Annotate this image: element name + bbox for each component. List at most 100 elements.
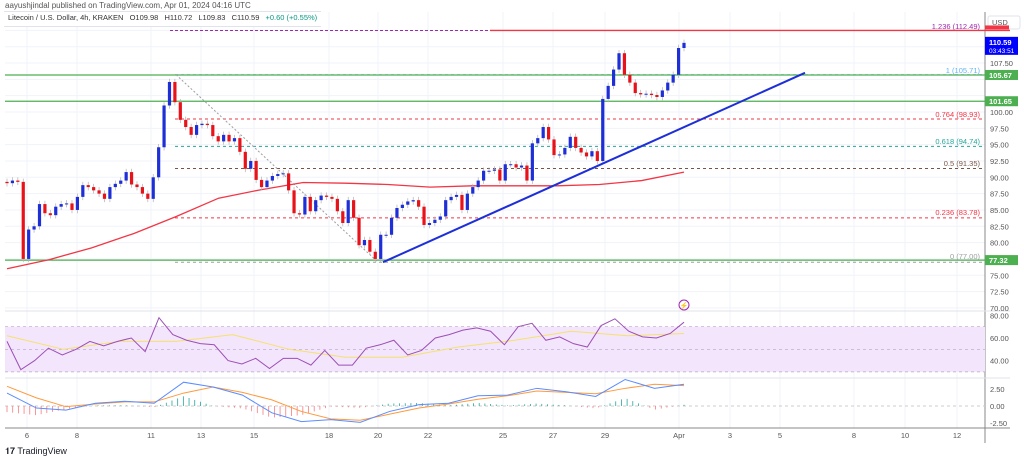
candle-up xyxy=(427,223,432,225)
rsi-tick: 60.00 xyxy=(990,334,1009,343)
rsi-ma-line xyxy=(6,330,685,358)
candle-up xyxy=(682,42,686,49)
fib-label: 0 (77.00) xyxy=(950,252,981,261)
candle-down xyxy=(216,136,220,142)
fib-label: 0.5 (91.35) xyxy=(944,159,981,168)
candle-up xyxy=(10,180,15,184)
candle-down xyxy=(292,190,296,214)
price-badge xyxy=(985,96,1018,107)
candle-up xyxy=(465,193,469,210)
candle-down xyxy=(352,200,356,218)
candle-down xyxy=(287,173,291,191)
candle-down xyxy=(341,211,345,224)
candle-up xyxy=(617,53,621,70)
candle-down xyxy=(259,179,264,188)
candle-up xyxy=(568,136,572,148)
candle-up xyxy=(454,194,459,197)
date-tick: 29 xyxy=(601,431,609,440)
candle-down xyxy=(579,147,583,153)
trendline xyxy=(382,71,806,264)
date-tick: 8 xyxy=(75,431,79,440)
candle-up xyxy=(557,154,562,156)
rsi-tick: 80.00 xyxy=(990,311,1009,320)
candle-down xyxy=(43,204,47,214)
candle-down xyxy=(16,180,20,182)
candle-up xyxy=(108,187,112,199)
price-tick: 107.50 xyxy=(990,59,1013,68)
candle-up xyxy=(194,125,199,135)
candle-up xyxy=(601,98,605,161)
candle-down xyxy=(498,169,502,181)
candle-down xyxy=(324,195,329,197)
price-tick: 92.50 xyxy=(990,157,1009,166)
candle-up xyxy=(319,195,323,201)
price-badge-label: 77.32 xyxy=(989,256,1008,265)
candle-down xyxy=(633,82,637,94)
candle-up xyxy=(444,200,448,217)
candle-up xyxy=(389,217,394,235)
candle-up xyxy=(384,234,388,236)
candle-down xyxy=(595,151,599,161)
candle-up xyxy=(449,196,453,201)
candle-up xyxy=(379,234,383,259)
candle-up xyxy=(64,203,69,205)
candle-up xyxy=(124,172,128,181)
candle-up xyxy=(167,81,172,106)
candle-down xyxy=(211,125,215,137)
candle-up xyxy=(27,229,31,259)
price-tick: 75.00 xyxy=(990,271,1009,280)
close-value: C110.59 xyxy=(231,13,260,22)
tradingview-logo[interactable]: 𝟏𝟕 TradingView xyxy=(5,446,67,457)
candle-down xyxy=(135,184,139,188)
price-tick: 90.00 xyxy=(990,173,1009,182)
date-tick: 20 xyxy=(374,431,382,440)
price-tick: 85.00 xyxy=(990,206,1009,215)
candle-up xyxy=(314,200,318,212)
fib-label: 0.618 (94.74) xyxy=(935,137,980,146)
candle-up xyxy=(503,164,507,181)
low-value: L109.83 xyxy=(198,13,226,22)
candle-up xyxy=(249,160,253,169)
open-value: O109.98 xyxy=(129,13,159,22)
high-value: H110.72 xyxy=(164,13,193,22)
symbol-name[interactable]: Litecoin / U.S. Dollar, 4h, KRAKEN xyxy=(8,13,124,22)
candle-up xyxy=(113,183,117,188)
candle-up xyxy=(471,187,475,194)
candle-down xyxy=(574,136,578,148)
price-tick: 80.00 xyxy=(990,239,1009,248)
candle-down xyxy=(335,198,339,212)
price-badge-label: 105.67 xyxy=(989,71,1012,80)
price-badge-label: 110.59 xyxy=(989,38,1012,47)
candle-up xyxy=(346,200,350,224)
candle-down xyxy=(417,200,421,207)
candle-up xyxy=(265,180,269,188)
tv-logo-icon: 𝟏𝟕 xyxy=(5,446,18,456)
change-value: +0.60 (+0.55%) xyxy=(265,13,318,22)
candle-down xyxy=(330,196,334,199)
candle-down xyxy=(238,138,242,152)
price-tick: 87.50 xyxy=(990,190,1009,199)
fib-label: 1 (105.71) xyxy=(946,66,981,75)
candle-up xyxy=(59,204,63,207)
price-tick: 72.50 xyxy=(990,288,1009,297)
rsi-tick: 40.00 xyxy=(990,357,1009,366)
candle-down xyxy=(514,164,518,168)
candle-down xyxy=(21,181,25,259)
candle-down xyxy=(357,217,361,246)
fib-diagonal xyxy=(175,74,379,263)
candle-down xyxy=(639,93,643,95)
price-badge xyxy=(985,69,1018,80)
date-tick: 13 xyxy=(197,431,205,440)
candle-down xyxy=(184,119,188,128)
date-tick: Apr xyxy=(673,431,685,440)
candle-down xyxy=(552,139,556,156)
price-badge xyxy=(985,25,1009,30)
candle-up xyxy=(541,127,545,139)
candle-up xyxy=(303,196,307,215)
candle-down xyxy=(622,53,627,75)
candle-down xyxy=(140,187,144,194)
candle-down xyxy=(655,95,659,97)
candle-up xyxy=(157,147,161,178)
price-badge xyxy=(985,36,1018,55)
